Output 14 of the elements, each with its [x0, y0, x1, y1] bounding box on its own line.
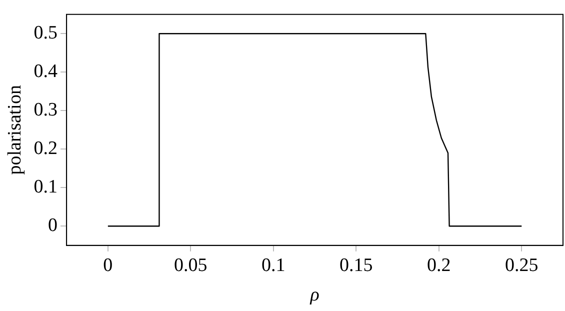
x-tick-label: 0.15 — [340, 254, 373, 276]
x-tick-label: 0.05 — [174, 254, 208, 276]
y-tick-label: 0.5 — [34, 22, 58, 44]
y-tick-label: 0.2 — [34, 138, 58, 160]
x-tick-label: 0.25 — [505, 254, 538, 276]
y-tick-label: 0.3 — [34, 100, 58, 121]
y-tick-label: 0.1 — [34, 176, 58, 198]
y-tick-label: 0 — [48, 215, 58, 236]
x-tick-label: 0.2 — [427, 254, 451, 276]
y-tick-label: 0.4 — [34, 61, 58, 82]
x-tick-label: 0 — [103, 254, 113, 276]
x-axis-title: ρ — [309, 284, 320, 306]
x-tick-label: 0.1 — [262, 254, 286, 276]
y-axis-title: polarisation — [4, 84, 26, 175]
